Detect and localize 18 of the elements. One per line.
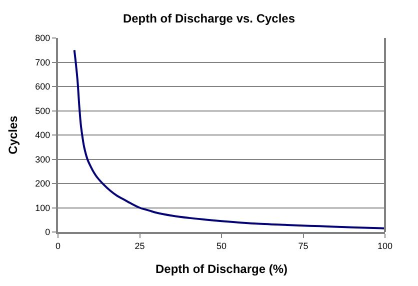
x-tick-label: 0	[55, 240, 61, 251]
x-axis-title: Depth of Discharge (%)	[155, 262, 288, 276]
y-tick-label: 200	[35, 178, 50, 189]
x-tick-label: 25	[134, 240, 145, 251]
y-tick-label: 800	[35, 33, 50, 44]
chart-title: Depth of Discharge vs. Cycles	[122, 12, 296, 26]
y-tick-label: 300	[35, 154, 50, 164]
y-tick-label: 500	[35, 106, 50, 116]
x-tick-label: 50	[216, 240, 227, 251]
y-tick-label: 100	[35, 202, 50, 213]
y-tick-label: 0	[45, 227, 50, 238]
y-axis-title: Cycles	[6, 115, 20, 154]
y-tick-label: 400	[35, 130, 50, 140]
y-tick-label: 700	[35, 57, 50, 68]
y-tick-label: 600	[35, 82, 50, 92]
line-series	[73, 49, 385, 230]
x-tick-label: 75	[298, 240, 308, 251]
x-tick-label: 100	[377, 240, 393, 251]
